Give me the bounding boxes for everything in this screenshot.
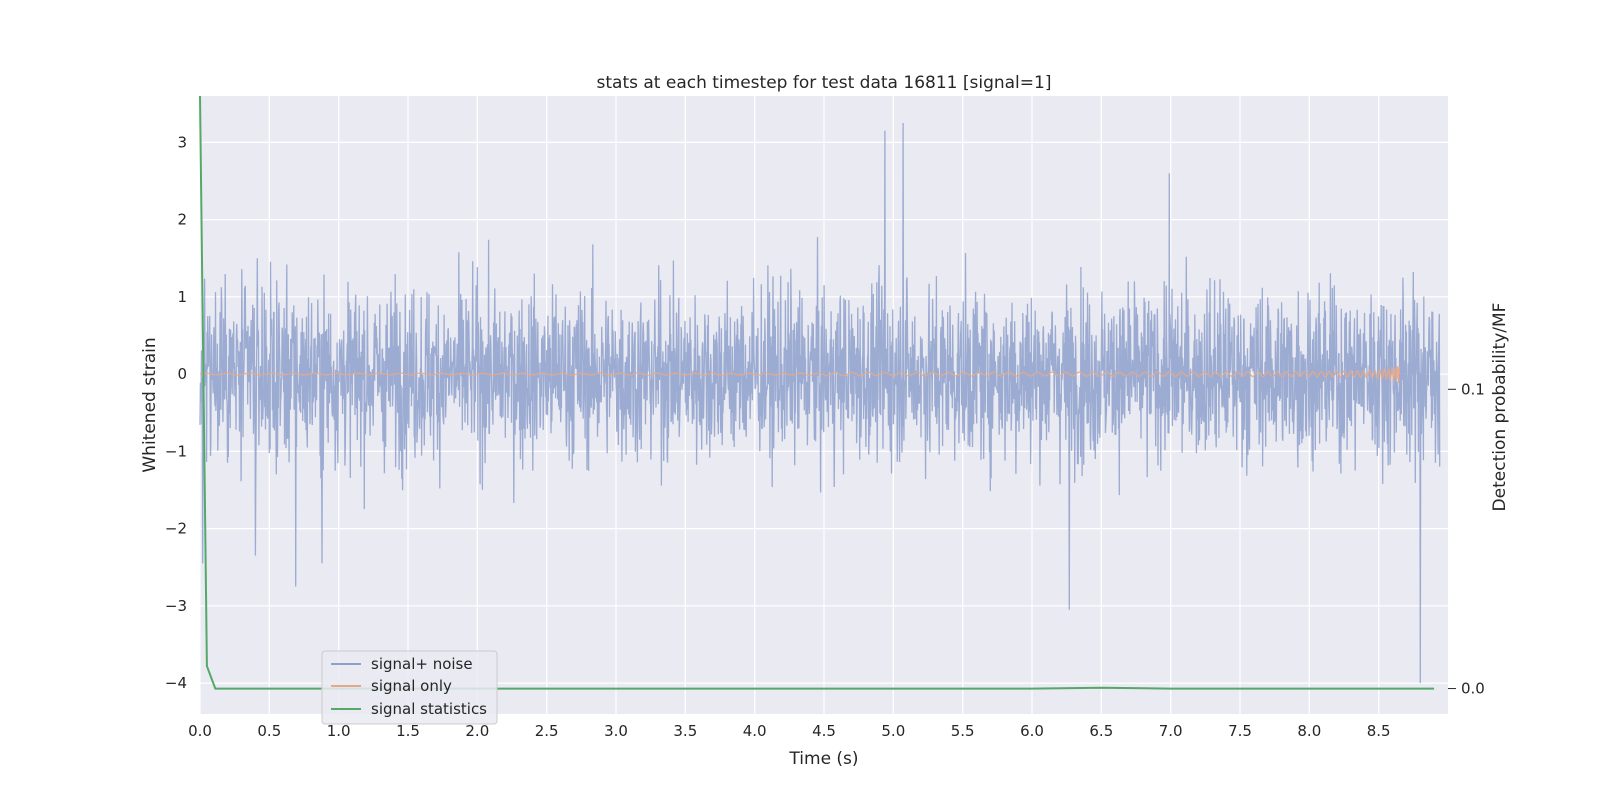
x-tick-label: 8.0 [1297, 722, 1321, 740]
y2-tick-label: 0.0 [1461, 680, 1485, 698]
x-tick-label: 7.5 [1228, 722, 1252, 740]
x-tick-label: 6.0 [1020, 722, 1044, 740]
legend-label-noise: signal+ noise [371, 655, 473, 673]
y-axis-left: 3 2 1 0 −1 −2 −3 −4 [165, 133, 187, 692]
legend: signal+ noise signal only signal statist… [321, 650, 498, 725]
signal-only-line [199, 366, 1401, 384]
y-axis-label: Whitened strain [140, 337, 160, 472]
x-tick-label: 0.5 [257, 722, 281, 740]
y-tick-label: −4 [165, 674, 187, 692]
x-tick-label: 2.5 [535, 722, 559, 740]
x-tick-label: 5.5 [951, 722, 975, 740]
x-tick-label: 1.0 [327, 722, 351, 740]
legend-box [321, 650, 498, 725]
x-tick-label: 4.5 [812, 722, 836, 740]
series-signal-only [199, 366, 1401, 384]
y-tick-label: −2 [165, 520, 187, 538]
x-tick-label: 0.0 [188, 722, 212, 740]
legend-label-signal: signal only [371, 677, 452, 695]
y-tick-label: −3 [165, 597, 187, 615]
x-tick-label: 5.0 [881, 722, 905, 740]
y-tick-label: 0 [177, 365, 187, 383]
x-tick-label: 6.5 [1089, 722, 1113, 740]
x-tick-label: 3.5 [673, 722, 697, 740]
signal-statistics-line [199, 95, 1435, 690]
x-tick-label: 1.5 [396, 722, 420, 740]
y-tick-label: −1 [165, 442, 187, 460]
x-axis-label: Time (s) [788, 749, 858, 769]
y-tick-label: 2 [177, 211, 187, 229]
chart-title: stats at each timestep for test data 168… [597, 73, 1052, 93]
x-tick-label: 3.0 [604, 722, 628, 740]
y2-tick-label: 0.1 [1461, 380, 1485, 398]
legend-label-stats: signal statistics [371, 700, 487, 718]
signal-plus-noise-line [199, 122, 1441, 684]
y-tick-label: 1 [177, 288, 187, 306]
y-axis-right: 0.1 0.0 [1448, 380, 1485, 698]
x-tick-label: 7.0 [1159, 722, 1183, 740]
x-axis: 0.0 0.5 1.0 1.5 2.0 2.5 3.0 3.5 4.0 4.5 5.0 5.5 6.0 6… [188, 722, 1391, 740]
series-signal-plus-noise [199, 122, 1441, 684]
y-tick-label: 3 [177, 133, 187, 151]
x-tick-label: 4.0 [743, 722, 767, 740]
x-tick-label: 8.5 [1367, 722, 1391, 740]
x-tick-label: 2.0 [465, 722, 489, 740]
series-signal-statistics [199, 95, 1435, 690]
y2-axis-label: Detection probability/MF [1490, 303, 1510, 512]
